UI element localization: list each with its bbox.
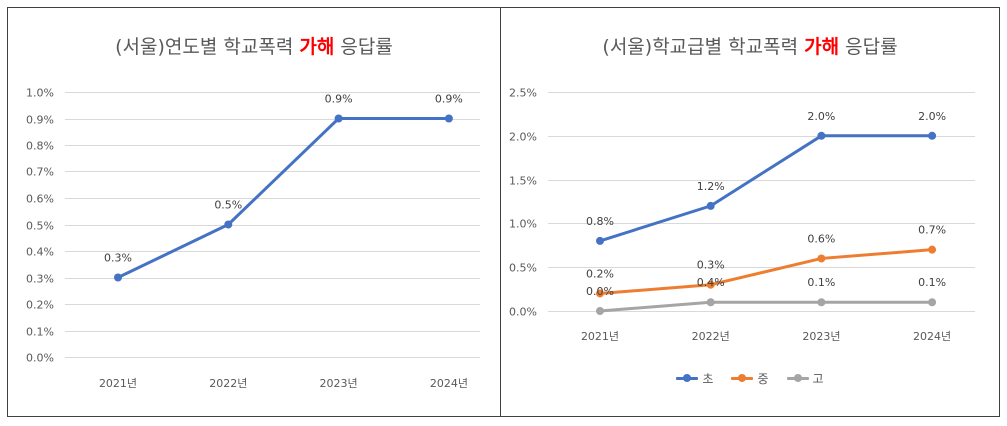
x-tick-label: 2022년 [209, 377, 247, 390]
x-tick-label: 2024년 [430, 377, 468, 390]
legend-line-marker-icon [786, 373, 809, 383]
data-point [334, 114, 343, 123]
x-tick-label: 2022년 [692, 330, 730, 343]
x-tick-label: 2023년 [802, 330, 840, 343]
y-tick-label: 0.9% [26, 114, 54, 127]
data-label: 0.1% [918, 276, 946, 289]
y-tick-label: 0.0% [26, 352, 54, 365]
data-label: 0.5% [214, 199, 242, 212]
legend-item-middle: 중 [731, 370, 769, 387]
y-tick-label: 2.0% [509, 131, 537, 144]
x-tick-label: 2023년 [320, 377, 358, 390]
title-text: (서울)연도별 학교폭력 [115, 36, 294, 58]
data-point [114, 273, 122, 282]
y-tick-label: 2.5% [509, 87, 537, 100]
y-tick-label: 0.3% [26, 273, 54, 286]
series-line [116, 117, 451, 279]
y-tick-label: 0.5% [509, 262, 537, 275]
line-chart-school-level: 0.0% 0.5% 1.0% 1.5% 2.0% 2.5% 2021년 2022년 2023년 2… [509, 87, 975, 343]
data-point [817, 254, 826, 263]
data-label: 0.2% [586, 267, 614, 280]
data-point [706, 201, 715, 210]
chart-panel-yearly: 0.0% 0.1% 0.2% 0.3% 0.4% 0.5% 0.6% 0.7% 0.8% 0.9%… [7, 7, 501, 417]
series-line [598, 134, 934, 243]
title-highlight: 가해 [804, 36, 840, 58]
data-point [596, 307, 604, 315]
y-tick-label: 0.6% [26, 193, 54, 206]
x-tick-label: 2021년 [99, 377, 137, 390]
legend-item-elementary: 초 [676, 370, 713, 387]
data-label: 2.0% [918, 110, 946, 123]
data-label: 0.9% [325, 93, 353, 106]
data-label: 1.2% [697, 180, 725, 193]
data-point [224, 220, 233, 229]
title-text: 응답률 [845, 36, 898, 58]
data-label: 0.7% [918, 224, 946, 237]
series-line [598, 248, 934, 295]
data-point [817, 131, 826, 140]
data-label: 0.8% [586, 215, 614, 228]
line-chart-yearly: 0.0% 0.1% 0.2% 0.3% 0.4% 0.5% 0.6% 0.7% 0.8% 0.9%… [26, 87, 480, 390]
y-tick-label: 1.5% [509, 175, 537, 188]
legend-label: 중 [757, 371, 769, 386]
x-tick-label: 2024년 [913, 330, 951, 343]
data-label: 0.9% [435, 93, 463, 106]
y-tick-label: 0.5% [26, 220, 54, 233]
y-tick-label: 1.0% [26, 87, 54, 100]
series-2 [596, 298, 937, 315]
data-label: 0.6% [807, 232, 835, 245]
x-tick-label: 2021년 [581, 330, 619, 343]
data-label: 0.4% [697, 276, 725, 289]
y-tick-label: 0.4% [26, 246, 54, 259]
data-point [706, 298, 715, 307]
title-text: 응답률 [340, 36, 393, 58]
data-point [706, 280, 715, 289]
data-label: 0.1% [807, 276, 835, 289]
data-point [817, 298, 826, 307]
data-label: 0.3% [697, 259, 725, 272]
chart-panel-school-level: 0.0% 0.5% 1.0% 1.5% 2.0% 2.5% 2021년 2022년 2023년 2… [500, 7, 1000, 417]
y-tick-label: 0.8% [26, 140, 54, 153]
data-point [928, 298, 937, 307]
data-point [596, 236, 604, 245]
y-tick-label: 0.0% [509, 306, 537, 319]
data-label: 0.3% [104, 252, 132, 265]
legend-line-marker-icon [731, 373, 754, 383]
title-highlight: 가해 [299, 36, 335, 58]
data-point [444, 114, 453, 123]
y-tick-label: 1.0% [509, 218, 537, 231]
data-label: 2.0% [807, 110, 835, 123]
data-point [928, 131, 937, 140]
chart-title: (서울)학교급별 학교폭력 가해 응답률 [501, 35, 999, 59]
series-line [598, 300, 934, 313]
legend-label: 고 [812, 371, 824, 386]
gridlines [65, 92, 480, 358]
legend-item-high: 고 [786, 370, 824, 387]
y-tick-label: 0.2% [26, 299, 54, 312]
legend-line-marker-icon [676, 373, 699, 383]
chart-title: (서울)연도별 학교폭력 가해 응답률 [8, 35, 500, 59]
series-0 [596, 131, 937, 245]
y-tick-label: 0.1% [26, 326, 54, 339]
data-label: 0.0% [586, 285, 614, 298]
data-point [596, 289, 604, 298]
series-1 [596, 245, 937, 298]
series-0 [114, 114, 453, 282]
data-point [928, 245, 937, 254]
y-tick-label: 0.7% [26, 166, 54, 179]
title-text: (서울)학교급별 학교폭력 [602, 36, 799, 58]
legend-label: 초 [702, 371, 714, 386]
legend: 초 중 고 [501, 370, 999, 386]
